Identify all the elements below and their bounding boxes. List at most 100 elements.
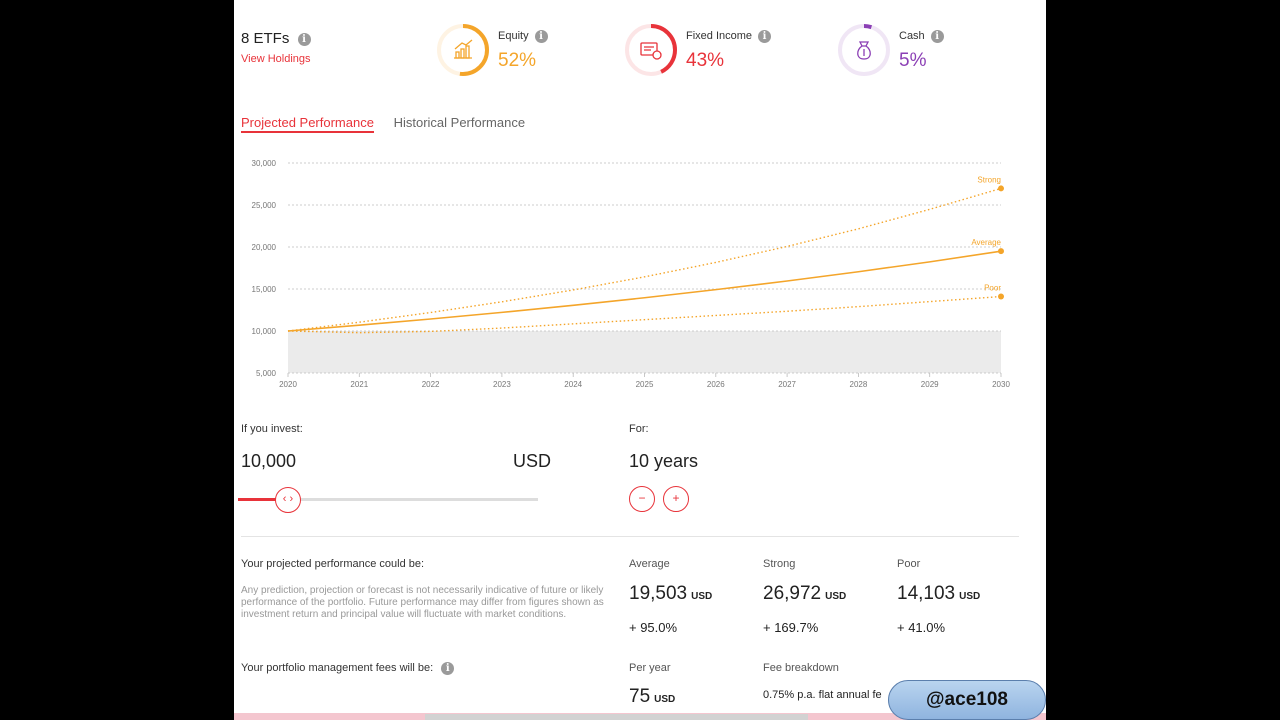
series-label-strong: Strong: [977, 175, 1001, 184]
x-tick-label: 2020: [279, 380, 297, 389]
ring-progress: [437, 24, 489, 76]
x-tick-label: 2029: [921, 380, 939, 389]
allocation-item: Cash i 5%: [836, 22, 1026, 82]
stat-label: Average: [629, 558, 670, 570]
slider-track: [238, 498, 538, 501]
fees-per-year-label: Per year: [629, 662, 671, 674]
stat-value: 14,103 USD: [897, 583, 980, 605]
info-icon[interactable]: i: [930, 30, 944, 43]
stat-label: Strong: [763, 558, 796, 570]
bond-certificate-icon: [640, 42, 662, 60]
decrease-years-button[interactable]: −: [629, 486, 655, 512]
duration-label: For:: [629, 423, 649, 435]
ring-progress: [625, 24, 677, 76]
performance-tabs: Projected Performance Historical Perform…: [241, 115, 526, 133]
series-line-strong: [287, 187, 1002, 332]
stat-unit: USD: [825, 591, 847, 602]
etf-count: 8 ETFs i: [241, 30, 311, 47]
allocation-label: Fixed Income i: [686, 30, 772, 43]
allocation-ring: [625, 24, 677, 76]
x-tick-label: 2023: [493, 380, 511, 389]
projection-disclaimer: Any prediction, projection or forecast i…: [241, 585, 604, 620]
info-icon[interactable]: i: [534, 30, 548, 43]
ring-progress: [838, 24, 890, 76]
y-tick-label: 15,000: [252, 285, 277, 294]
allocation-ring: [437, 24, 489, 76]
portfolio-panel: 8 ETFs i View Holdings Equity i 52% Fixed I…: [234, 0, 1046, 720]
allocation-item: Equity i 52%: [435, 22, 625, 82]
info-icon[interactable]: i: [297, 33, 311, 46]
allocation-label-text: Fixed Income: [686, 30, 753, 42]
series-label-average: Average: [971, 238, 1001, 247]
money-bag-icon: [857, 41, 871, 60]
allocation-ring: [838, 24, 890, 76]
x-tick-label: 2028: [850, 380, 868, 389]
x-tick-label: 2024: [564, 380, 582, 389]
etf-count-text: 8 ETFs: [241, 30, 290, 47]
section-divider: [241, 536, 1019, 537]
series-end-point: [998, 185, 1004, 192]
slider-handle[interactable]: ‹ ›: [275, 487, 301, 513]
series-end-point: [998, 248, 1004, 255]
x-tick-label: 2027: [778, 380, 796, 389]
fee-breakdown-label: Fee breakdown: [763, 662, 839, 674]
invest-currency: USD: [513, 451, 552, 471]
series-line-average: [287, 250, 1002, 332]
allocation-label: Equity i: [498, 30, 548, 43]
stat-label: Poor: [897, 558, 921, 570]
fees-heading: Your portfolio management fees will be: …: [241, 662, 455, 675]
allocation-value: 5%: [899, 50, 927, 71]
increase-years-button[interactable]: +: [663, 486, 689, 512]
chart-growth-icon: [454, 39, 473, 59]
stat-amount: 14,103: [897, 583, 956, 604]
y-tick-label: 25,000: [252, 201, 277, 210]
stat-change: + 41.0%: [897, 620, 946, 635]
x-tick-label: 2025: [636, 380, 654, 389]
invest-amount[interactable]: 10,000: [241, 451, 297, 471]
bottom-scrollbar-thumb[interactable]: [425, 714, 808, 720]
projection-heading: Your projected performance could be:: [241, 558, 425, 570]
y-tick-label: 30,000: [252, 159, 277, 168]
y-tick-label: 5,000: [256, 369, 277, 378]
stat-amount: 19,503: [629, 583, 688, 604]
y-tick-label: 20,000: [252, 243, 277, 252]
allocation-label-text: Cash: [899, 30, 925, 42]
stat-change: + 95.0%: [629, 620, 678, 635]
series-line-poor: [287, 295, 1002, 334]
fee-breakdown-text: 0.75% p.a. flat annual fe: [763, 689, 882, 701]
invest-label: If you invest:: [241, 423, 303, 435]
fees-per-year-unit: USD: [654, 694, 676, 705]
stat-unit: USD: [959, 591, 981, 602]
allocation-item: Fixed Income i 43%: [623, 22, 813, 82]
watermark-badge: @ace108: [888, 680, 1046, 720]
y-tick-label: 10,000: [252, 327, 277, 336]
stat-unit: USD: [691, 591, 713, 602]
fees-per-year-amount: 75: [629, 686, 651, 707]
invest-slider[interactable]: ‹ ›: [238, 487, 538, 513]
stat-change: + 169.7%: [763, 620, 819, 635]
baseline-area: [288, 331, 1001, 373]
fees-heading-text: Your portfolio management fees will be:: [241, 662, 434, 674]
stat-value: 19,503 USD: [629, 583, 712, 605]
duration-value: 10 years: [629, 451, 699, 471]
x-tick-label: 2022: [422, 380, 440, 389]
x-tick-label: 2021: [350, 380, 368, 389]
fees-per-year-value: 75 USD: [629, 686, 675, 708]
stat-value: 26,972 USD: [763, 583, 846, 605]
allocation-value: 43%: [686, 50, 725, 71]
stat-amount: 26,972: [763, 583, 822, 604]
info-icon[interactable]: i: [441, 662, 455, 675]
x-tick-label: 2026: [707, 380, 725, 389]
allocation-label: Cash i: [899, 30, 944, 43]
x-tick-label: 2030: [992, 380, 1010, 389]
allocation-value: 52%: [498, 50, 537, 71]
series-label-poor: Poor: [984, 284, 1001, 293]
view-holdings-link[interactable]: View Holdings: [241, 53, 311, 65]
slider-fill: [238, 498, 278, 501]
tab-projected-performance[interactable]: Projected Performance: [241, 115, 374, 133]
tab-historical-performance[interactable]: Historical Performance: [393, 115, 526, 130]
info-icon[interactable]: i: [758, 30, 772, 43]
series-end-point: [998, 293, 1004, 300]
allocation-label-text: Equity: [498, 30, 529, 42]
